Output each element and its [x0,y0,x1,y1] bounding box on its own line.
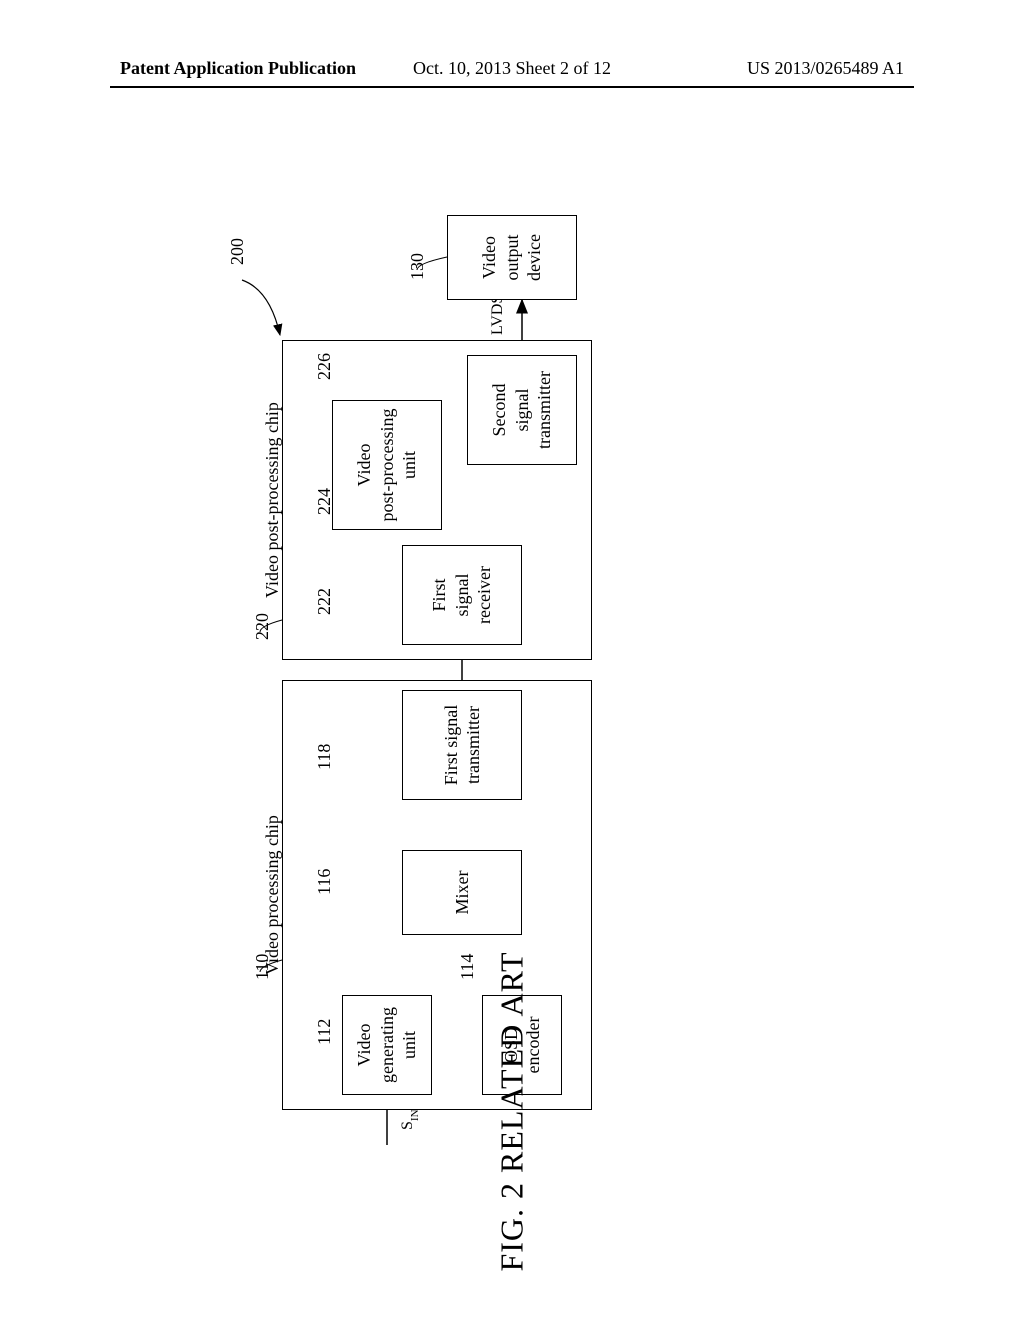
figure-caption: FIG. 2 RELATED ART [494,951,531,1271]
ref-vod: 130 [407,253,428,280]
svg-text:SIN: SIN [399,1109,421,1130]
header-mid: Oct. 10, 2013 Sheet 2 of 12 [381,58,642,79]
ref-osd: 114 [457,954,478,980]
svg-text:LVDS: LVDS [489,295,506,335]
header-right: US 2013/0265489 A1 [643,58,904,79]
system-ref: 200 [227,238,248,265]
ref-mixer: 116 [314,869,335,895]
block-fsr: Firstsignalreceiver [402,545,522,645]
header-left: Patent Application Publication [120,58,381,79]
ref-sst: 226 [314,353,335,380]
title-chip110: Video processing chip [262,815,283,975]
block-vgu: Videogeneratingunit [342,995,432,1095]
ref-fst: 118 [314,744,335,770]
figure-container: SINSOUTDIDMIXDPMIXLVDS 110Video processi… [0,190,1024,1320]
block-fst: First signaltransmitter [402,690,522,800]
ref-vpu: 224 [314,488,335,515]
ref-fsr: 222 [314,588,335,615]
ref-vgu: 112 [314,1019,335,1045]
block-vod: Videooutputdevice [447,215,577,300]
header-rule [110,86,914,88]
page-header: Patent Application Publication Oct. 10, … [0,58,1024,79]
ref-chip220: 220 [252,613,273,640]
block-sst: Secondsignaltransmitter [467,355,577,465]
block-mixer: Mixer [402,850,522,935]
block-vpu: Videopost-processingunit [332,400,442,530]
title-chip220: Video post-processing chip [262,402,283,598]
